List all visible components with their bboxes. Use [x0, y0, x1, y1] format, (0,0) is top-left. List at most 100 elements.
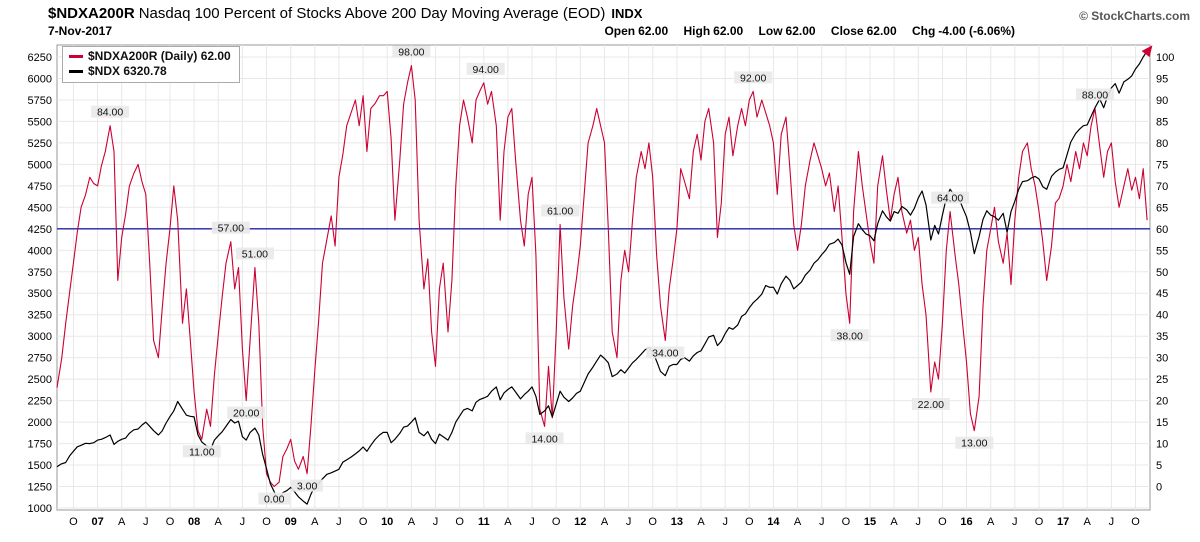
- x-axis-tick-label: J: [143, 516, 149, 528]
- right-axis-tick-label: 85: [1156, 116, 1168, 128]
- right-axis-tick-label: 55: [1156, 245, 1168, 257]
- left-axis-tick-label: 5000: [28, 159, 52, 171]
- chart-title: Nasdaq 100 Percent of Stocks Above 200 D…: [138, 5, 606, 22]
- annotation-bg: [235, 247, 274, 260]
- left-axis-tick-label: 4250: [28, 224, 52, 236]
- x-axis-tick-label: O: [842, 516, 851, 528]
- last-point-arrow: [1141, 45, 1153, 58]
- right-axis-tick-label: 80: [1156, 138, 1168, 150]
- x-axis-tick-label: J: [240, 516, 246, 528]
- x-axis-tick-label: A: [408, 516, 416, 528]
- x-axis-tick-label: O: [1131, 516, 1140, 528]
- left-axis-tick-label: 2250: [28, 396, 52, 408]
- x-axis-tick-label: O: [262, 516, 271, 528]
- right-axis-tick-label: 10: [1156, 439, 1168, 451]
- left-axis-tick-label: 3750: [28, 267, 52, 279]
- annotation-label: 64.00: [937, 193, 963, 205]
- legend-row-ndx: $NDX 6320.78: [69, 64, 231, 79]
- annotation-bg: [227, 406, 266, 419]
- annotation-label: 3.00: [297, 481, 318, 493]
- x-axis-tick-label: A: [987, 516, 995, 528]
- annotation-label: 38.00: [837, 330, 863, 342]
- x-axis-tick-label: 12: [574, 516, 586, 528]
- left-axis-tick-label: 1250: [28, 482, 52, 494]
- right-axis-tick-label: 65: [1156, 202, 1168, 214]
- x-axis-tick-label: A: [1084, 516, 1092, 528]
- left-axis-tick-label: 4500: [28, 202, 52, 214]
- annotation-bg: [258, 492, 290, 505]
- x-axis-tick-label: 17: [1057, 516, 1069, 528]
- right-axis-tick-label: 60: [1156, 224, 1168, 236]
- quote-high: High 62.00: [683, 24, 744, 38]
- x-axis-tick-label: J: [433, 516, 439, 528]
- annotation-label: 88.00: [1082, 90, 1108, 102]
- x-axis-tick-label: O: [745, 516, 754, 528]
- right-axis-tick-label: 100: [1156, 52, 1174, 64]
- annotation-label: 57.00: [218, 223, 244, 235]
- annotation-bg: [955, 436, 994, 449]
- left-axis-tick-label: 2500: [28, 374, 52, 386]
- series-ndxa200r-line: [56, 65, 1148, 488]
- legend-ndxa200r-label: $NDXA200R (Daily) 62.00: [88, 49, 231, 63]
- x-axis-tick-label: 07: [91, 516, 103, 528]
- annotation-label: 61.00: [547, 206, 573, 218]
- annotation-label: 92.00: [740, 72, 766, 84]
- annotation-bg: [830, 329, 869, 342]
- quote-line: Open 62.00 High 62.00 Low 62.00 Close 62.00 …: [592, 23, 1015, 39]
- right-axis-tick-label: 40: [1156, 310, 1168, 322]
- value-annotations: 84.00 98.00 94.00 92.00 88.00 57.00 51.00 61.00…: [91, 45, 1114, 506]
- copyright-link[interactable]: © StockCharts.com: [1079, 9, 1190, 23]
- chart-legend: $NDXA200R (Daily) 62.00 $NDX 6320.78: [62, 46, 240, 83]
- left-axis-tick-label: 5500: [28, 116, 52, 128]
- x-axis-tick-label: O: [359, 516, 368, 528]
- annotation-bg: [931, 191, 970, 204]
- right-axis-tick-label: 75: [1156, 159, 1168, 171]
- annotation-label: 13.00: [961, 438, 987, 450]
- x-axis-tick-label: O: [552, 516, 561, 528]
- quote-change: Chg -4.00 (-6.06%): [911, 24, 1015, 38]
- left-axis-tick-label: 4750: [28, 181, 52, 193]
- exchange-label: INDX: [611, 6, 643, 21]
- x-axis-tick-label: J: [626, 516, 632, 528]
- x-axis-tick-label: 11: [478, 516, 490, 528]
- x-axis-tick-label: O: [455, 516, 464, 528]
- left-axis-tick-label: 3500: [28, 288, 52, 300]
- right-axis-tick-label: 15: [1156, 417, 1168, 429]
- x-axis-tick-label: A: [601, 516, 609, 528]
- right-axis-tick-label: 45: [1156, 288, 1168, 300]
- annotation-label: 11.00: [189, 446, 215, 458]
- annotation-bg: [541, 204, 580, 217]
- left-axis-tick-label: 1750: [28, 439, 52, 451]
- annotation-bg: [525, 432, 564, 445]
- x-axis-tick-label: J: [722, 516, 728, 528]
- x-axis-tick-label: J: [916, 516, 922, 528]
- annotation-bg: [392, 45, 431, 58]
- x-axis-tick-label: O: [938, 516, 947, 528]
- legend-ndx-label: $NDX 6320.78: [88, 64, 167, 78]
- annotation-bg: [91, 105, 130, 118]
- chart-date: 7-Nov-2017: [48, 24, 113, 38]
- right-axis-tick-label: 35: [1156, 331, 1168, 343]
- legend-row-ndxa200r: $NDXA200R (Daily) 62.00: [69, 49, 231, 64]
- left-axis-tick-label: 5750: [28, 95, 52, 107]
- x-axis-tick-label: J: [1012, 516, 1018, 528]
- x-axis-tick-label: 08: [188, 516, 200, 528]
- series-ndx-line: [56, 50, 1148, 505]
- left-axis-labels: 1000 1250 1500 1750 2000 2250 2500 2750 3000 3250…: [28, 52, 52, 515]
- annotation-label: 0.00: [264, 494, 285, 506]
- right-axis-tick-label: 50: [1156, 267, 1168, 279]
- x-axis-tick-label: O: [69, 516, 78, 528]
- right-axis-tick-label: 70: [1156, 181, 1168, 193]
- x-axis-tick-label: A: [794, 516, 802, 528]
- annotation-label: 34.00: [652, 348, 678, 360]
- x-axis-tick-label: 16: [960, 516, 972, 528]
- symbol: $NDXA200R: [48, 5, 135, 22]
- annotation-label: 22.00: [918, 399, 944, 411]
- x-axis-tick-label: J: [336, 516, 342, 528]
- ndx-series-marker: [69, 70, 83, 74]
- right-axis-tick-label: 0: [1156, 482, 1162, 494]
- x-axis-tick-label: O: [648, 516, 657, 528]
- right-axis-tick-label: 90: [1156, 95, 1168, 107]
- left-axis-tick-label: 1000: [28, 503, 52, 515]
- left-axis-tick-label: 4000: [28, 245, 52, 257]
